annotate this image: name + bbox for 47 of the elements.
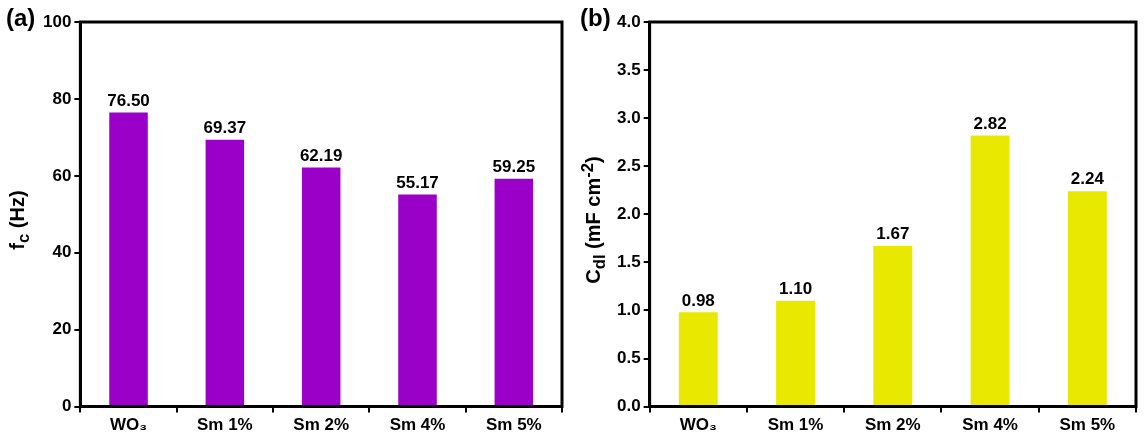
- x-tick-label: Sm 1%: [767, 415, 824, 435]
- x-tick-label: Sm 5%: [1059, 415, 1116, 435]
- bar: [678, 312, 718, 406]
- bar: [205, 139, 245, 406]
- x-tick-label: Sm 4%: [389, 415, 446, 435]
- bar: [1067, 191, 1107, 406]
- x-tick-label: WO₃: [109, 415, 148, 435]
- x-tick-label: Sm 4%: [962, 415, 1018, 435]
- y-tick-label: 1.5: [616, 252, 641, 272]
- text: (a): [6, 4, 36, 32]
- bar: [494, 178, 534, 406]
- x-tick-label: Sm 2%: [293, 415, 350, 435]
- data-label: 69.37: [203, 117, 247, 137]
- data-label: 0.98: [681, 290, 715, 310]
- bar: [873, 246, 913, 406]
- bar: [109, 112, 148, 406]
- data-label: 62.19: [299, 145, 343, 165]
- data-label: 1.67: [876, 224, 910, 244]
- data-label: 2.24: [1070, 169, 1105, 189]
- bar: [301, 167, 341, 406]
- y-tick-label: 100: [42, 11, 72, 31]
- y-tick-label: 4.0: [616, 11, 641, 31]
- text: (b): [580, 4, 611, 32]
- y-tick-label: 0.5: [616, 348, 641, 368]
- x-tick-label: Sm 2%: [864, 415, 921, 435]
- y-tick-label: 3.5: [616, 59, 641, 79]
- y-tick-label: 80: [52, 88, 72, 108]
- data-label: 1.10: [779, 279, 813, 299]
- x-tick-label: WO₃: [679, 415, 717, 435]
- y-tick-label: 0: [61, 396, 72, 416]
- y-tick-label: 2.5: [616, 155, 641, 175]
- y-tick-label: 2.0: [616, 203, 641, 223]
- bar: [970, 135, 1010, 406]
- data-label: 2.82: [973, 113, 1007, 133]
- data-label: 55.17: [396, 172, 439, 192]
- data-label: 59.25: [492, 156, 536, 176]
- y-tick-label: 3.0: [616, 107, 641, 127]
- y-tick-label: 20: [52, 319, 72, 339]
- y-tick-label: 60: [52, 165, 72, 185]
- data-label: 76.50: [107, 90, 150, 110]
- y-tick-label: 40: [52, 242, 72, 262]
- x-tick-label: Sm 1%: [196, 415, 253, 435]
- y-tick-label: 0.0: [616, 396, 641, 416]
- bar: [398, 194, 437, 406]
- y-tick-label: 1.0: [616, 300, 641, 320]
- bar: [776, 300, 815, 406]
- x-tick-label: Sm 5%: [485, 415, 542, 435]
